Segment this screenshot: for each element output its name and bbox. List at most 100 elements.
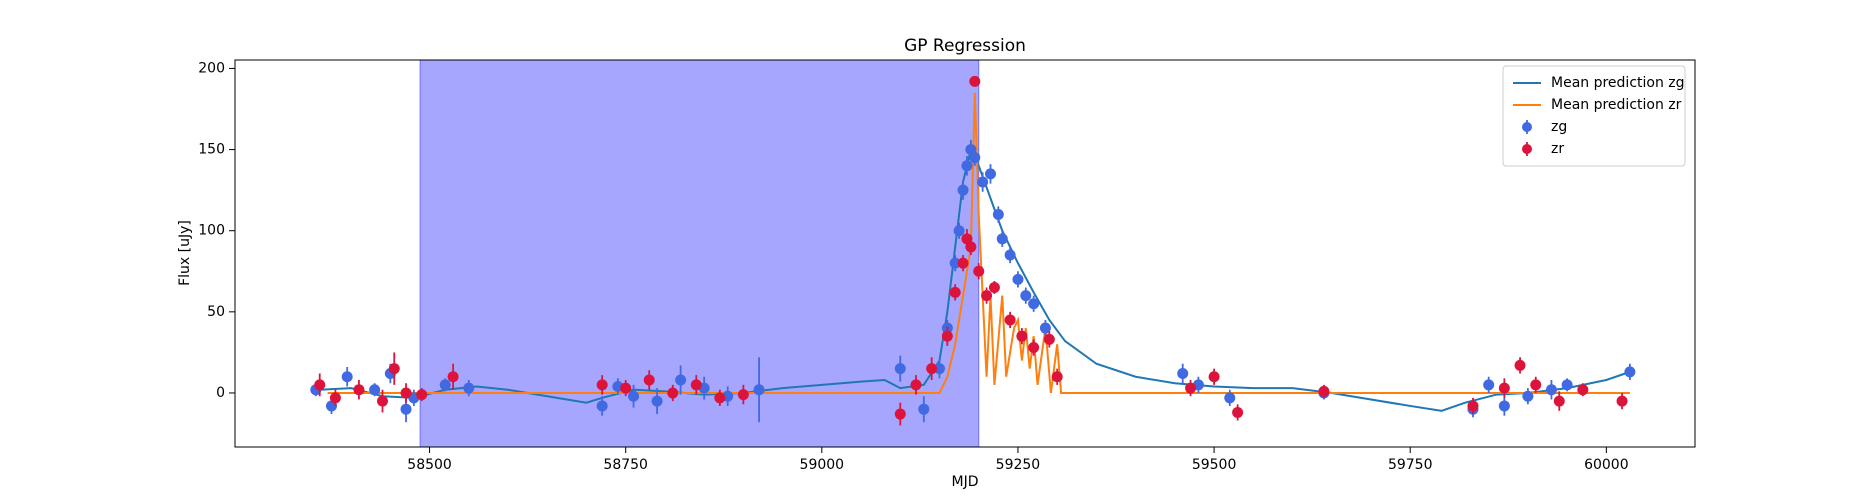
data-point: [1483, 379, 1495, 391]
data-point: [1020, 290, 1032, 302]
data-point: [965, 241, 977, 253]
data-point: [416, 389, 428, 401]
legend-label: Mean prediction zg: [1551, 75, 1685, 91]
data-point: [910, 379, 922, 391]
data-point: [651, 395, 663, 407]
data-point: [1498, 382, 1510, 394]
data-point: [981, 290, 993, 302]
data-point: [1545, 384, 1557, 396]
data-point: [447, 371, 459, 383]
x-tick-label: 59500: [1192, 457, 1237, 473]
data-point: [1177, 367, 1189, 379]
data-point: [314, 379, 326, 391]
data-point: [1577, 384, 1589, 396]
data-point: [984, 168, 996, 180]
data-point: [341, 371, 353, 383]
data-point: [675, 374, 687, 386]
y-tick-label: 200: [198, 60, 225, 76]
data-point: [1004, 314, 1016, 326]
legend-marker: [1522, 144, 1532, 154]
data-point: [1616, 395, 1628, 407]
data-point: [894, 408, 906, 420]
data-point: [988, 281, 1000, 293]
legend-label: zr: [1551, 141, 1564, 157]
data-point: [1530, 379, 1542, 391]
legend-label: zg: [1551, 119, 1567, 135]
data-point: [1039, 322, 1051, 334]
data-point: [1467, 400, 1479, 412]
plot-frame: [234, 59, 1696, 448]
data-point: [400, 403, 412, 415]
data-point: [918, 403, 930, 415]
data-point: [463, 382, 475, 394]
data-point: [1012, 273, 1024, 285]
data-point: [894, 363, 906, 375]
data-point: [949, 257, 961, 269]
data-point: [934, 363, 946, 375]
data-point: [596, 400, 608, 412]
data-point: [737, 389, 749, 401]
data-point: [957, 257, 969, 269]
data-point: [969, 152, 981, 164]
x-tick-label: 59000: [800, 457, 845, 473]
data-point: [400, 387, 412, 399]
data-point: [1051, 371, 1063, 383]
legend-label: Mean prediction zr: [1551, 97, 1682, 113]
chart-title: GP Regression: [904, 36, 1026, 56]
x-tick-label: 59250: [996, 457, 1041, 473]
data-point: [973, 265, 985, 277]
data-point: [714, 392, 726, 404]
legend-marker: [1522, 122, 1532, 132]
data-point: [628, 390, 640, 402]
data-point: [1522, 390, 1534, 402]
data-point: [1318, 385, 1330, 397]
data-point: [369, 384, 381, 396]
data-point: [961, 160, 973, 172]
x-tick-label: 60000: [1584, 457, 1629, 473]
data-point: [1028, 298, 1040, 310]
data-point: [753, 384, 765, 396]
legend-box: [1502, 65, 1686, 167]
data-point: [1028, 342, 1040, 354]
plot-area: [310, 75, 1636, 426]
data-point: [376, 395, 388, 407]
y-axis-label: Flux [uJy]: [177, 220, 193, 286]
data-point: [957, 184, 969, 196]
mean-line: [327, 92, 1630, 394]
data-point: [996, 233, 1008, 245]
data-point: [643, 374, 655, 386]
y-tick-label: 50: [207, 304, 225, 320]
data-point: [620, 382, 632, 394]
data-point: [1514, 359, 1526, 371]
data-point: [1498, 400, 1510, 412]
data-point: [953, 225, 965, 237]
data-point: [1004, 249, 1016, 261]
data-point: [353, 384, 365, 396]
data-point: [596, 379, 608, 391]
data-point: [1208, 371, 1220, 383]
data-point: [329, 392, 341, 404]
data-point: [1232, 406, 1244, 418]
data-point: [992, 208, 1004, 220]
data-point: [1185, 382, 1197, 394]
data-point: [1016, 330, 1028, 342]
x-axis-label: MJD: [952, 474, 979, 490]
data-point: [941, 330, 953, 342]
data-point: [969, 75, 981, 87]
data-point: [1624, 366, 1636, 378]
data-point: [690, 379, 702, 391]
data-point: [949, 286, 961, 298]
data-point: [1224, 392, 1236, 404]
data-point: [1561, 379, 1573, 391]
data-point: [1043, 333, 1055, 345]
data-point: [977, 176, 989, 188]
y-tick-label: 100: [198, 223, 225, 239]
x-tick-label: 59750: [1388, 457, 1433, 473]
data-point: [388, 363, 400, 375]
x-tick-label: 58750: [603, 457, 648, 473]
x-tick-label: 58500: [407, 457, 452, 473]
data-point: [926, 363, 938, 375]
data-point: [439, 379, 451, 391]
data-point: [1553, 395, 1565, 407]
